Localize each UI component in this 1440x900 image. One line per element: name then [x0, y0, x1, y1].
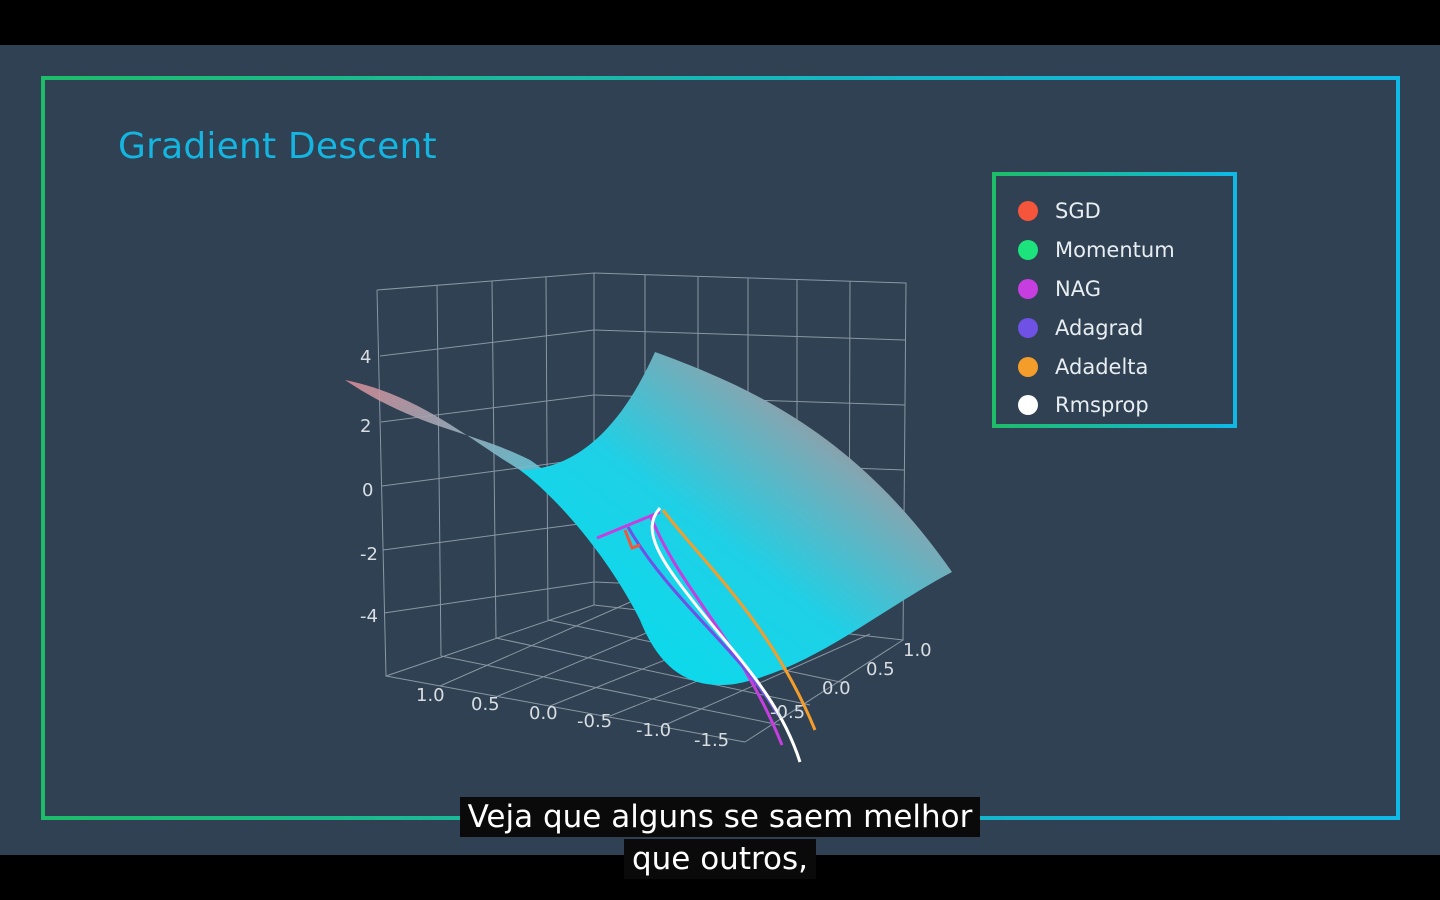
legend-label: Adadelta	[1055, 354, 1149, 379]
x-tick: -0.5	[577, 711, 612, 732]
legend-item-adagrad[interactable]: Adagrad	[1018, 308, 1233, 347]
legend-item-adadelta[interactable]: Adadelta	[1018, 347, 1233, 386]
z-tick: -4	[360, 606, 378, 627]
legend-label: SGD	[1055, 199, 1101, 224]
chart-title: Gradient Descent	[118, 126, 437, 167]
y-tick: 1.0	[903, 640, 932, 661]
trajectory-rmsprop	[650, 506, 802, 763]
x-tick: 0.5	[471, 694, 500, 715]
z-tick: -2	[360, 544, 378, 565]
legend-label: Rmsprop	[1055, 393, 1149, 418]
x-tick: -1.0	[636, 720, 671, 741]
legend-dot-nag-icon	[1018, 278, 1038, 299]
legend-dot-sgd-icon	[1018, 201, 1038, 222]
trajectory-adagrad	[626, 526, 780, 716]
z-tick: 2	[360, 416, 371, 437]
trajectory-nag-start	[596, 510, 661, 540]
surface-main	[520, 352, 952, 686]
trajectory-sgd	[623, 529, 641, 550]
subtitle-line-2: que outros,	[0, 839, 1440, 879]
trajectory-nag	[648, 514, 784, 746]
legend-item-rmsprop[interactable]: Rmsprop	[1018, 386, 1233, 425]
legend: SGD Momentum NAG Adagrad Adadelta Rmspro…	[992, 172, 1237, 428]
subtitle-text: Veja que alguns se saem melhor	[459, 797, 981, 837]
trajectory-adadelta	[661, 509, 817, 731]
legend-label: NAG	[1055, 276, 1101, 301]
legend-dot-rmsprop-icon	[1018, 395, 1038, 416]
legend-item-sgd[interactable]: SGD	[1018, 192, 1233, 231]
x-tick: 0.0	[529, 703, 558, 724]
z-tick: 0	[362, 480, 373, 501]
x-tick: -1.5	[694, 730, 729, 751]
y-tick: -0.5	[770, 702, 805, 723]
legend-item-nag[interactable]: NAG	[1018, 270, 1233, 309]
subtitle-line-1: Veja que alguns se saem melhor	[0, 797, 1440, 837]
legend-dot-adagrad-icon	[1018, 317, 1038, 338]
legend-dot-adadelta-icon	[1018, 356, 1038, 377]
y-tick: 0.0	[822, 678, 851, 699]
legend-label: Adagrad	[1055, 315, 1144, 340]
legend-label: Momentum	[1055, 238, 1175, 263]
z-tick: 4	[360, 347, 371, 368]
subtitle-text: que outros,	[623, 839, 817, 879]
legend-dot-momentum-icon	[1018, 240, 1038, 261]
y-tick: 0.5	[866, 659, 895, 680]
x-tick: 1.0	[416, 685, 445, 706]
legend-item-momentum[interactable]: Momentum	[1018, 231, 1233, 270]
